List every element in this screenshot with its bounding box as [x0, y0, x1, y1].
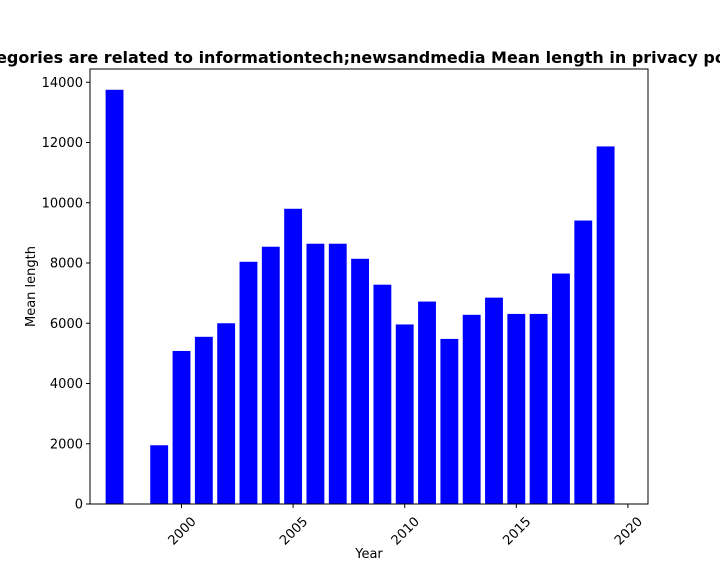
- axes-frame: [89, 68, 649, 505]
- bar-2005: [284, 208, 303, 505]
- y-tick-label: 6000: [50, 317, 83, 332]
- bar-2008: [351, 258, 369, 504]
- x-tick-label: 2020: [612, 514, 646, 548]
- bar-2000: [172, 350, 191, 504]
- x-tick-label: 2005: [277, 514, 311, 548]
- bar-2012: [440, 338, 459, 504]
- y-tick-label: 14000: [42, 76, 83, 91]
- x-tick-label: 2000: [166, 514, 200, 548]
- bar-2017: [552, 273, 570, 504]
- y-tick-label: 8000: [50, 257, 83, 272]
- x-tick-label: 2015: [500, 514, 534, 548]
- y-axis-label: Mean length: [24, 246, 39, 327]
- bar-1999: [150, 445, 169, 504]
- bar-2002: [217, 323, 236, 504]
- y-axis: 0 2000 4000 6000 8000 10000 12000 14000: [42, 76, 90, 513]
- bar-2019: [596, 146, 615, 505]
- y-tick-label: 12000: [42, 136, 83, 151]
- x-axis-label: Year: [354, 547, 383, 562]
- bar-1997: [105, 89, 124, 504]
- bar-2014: [485, 297, 503, 504]
- bar-2007: [328, 243, 347, 504]
- bar-2016: [529, 313, 548, 504]
- y-tick-label: 4000: [50, 377, 83, 392]
- chart-title: Categories are related to informationtec…: [0, 48, 720, 67]
- y-tick-label: 10000: [42, 196, 83, 211]
- y-tick-label: 0: [75, 498, 83, 513]
- bar-2003: [239, 261, 258, 504]
- bar-2010: [395, 324, 414, 504]
- bar-2004: [261, 246, 280, 504]
- x-axis: 2000 2005 2010 2015 2020: [166, 504, 646, 548]
- bars-group: [105, 89, 615, 505]
- bar-2018: [574, 220, 593, 504]
- bar-2011: [418, 301, 436, 504]
- x-tick-label: 2010: [389, 514, 423, 548]
- bar-2009: [373, 284, 392, 504]
- bar-2001: [194, 336, 213, 504]
- bar-2013: [462, 314, 481, 504]
- bar-2006: [306, 243, 325, 504]
- y-tick-label: 2000: [50, 437, 83, 452]
- bar-2015: [507, 313, 526, 504]
